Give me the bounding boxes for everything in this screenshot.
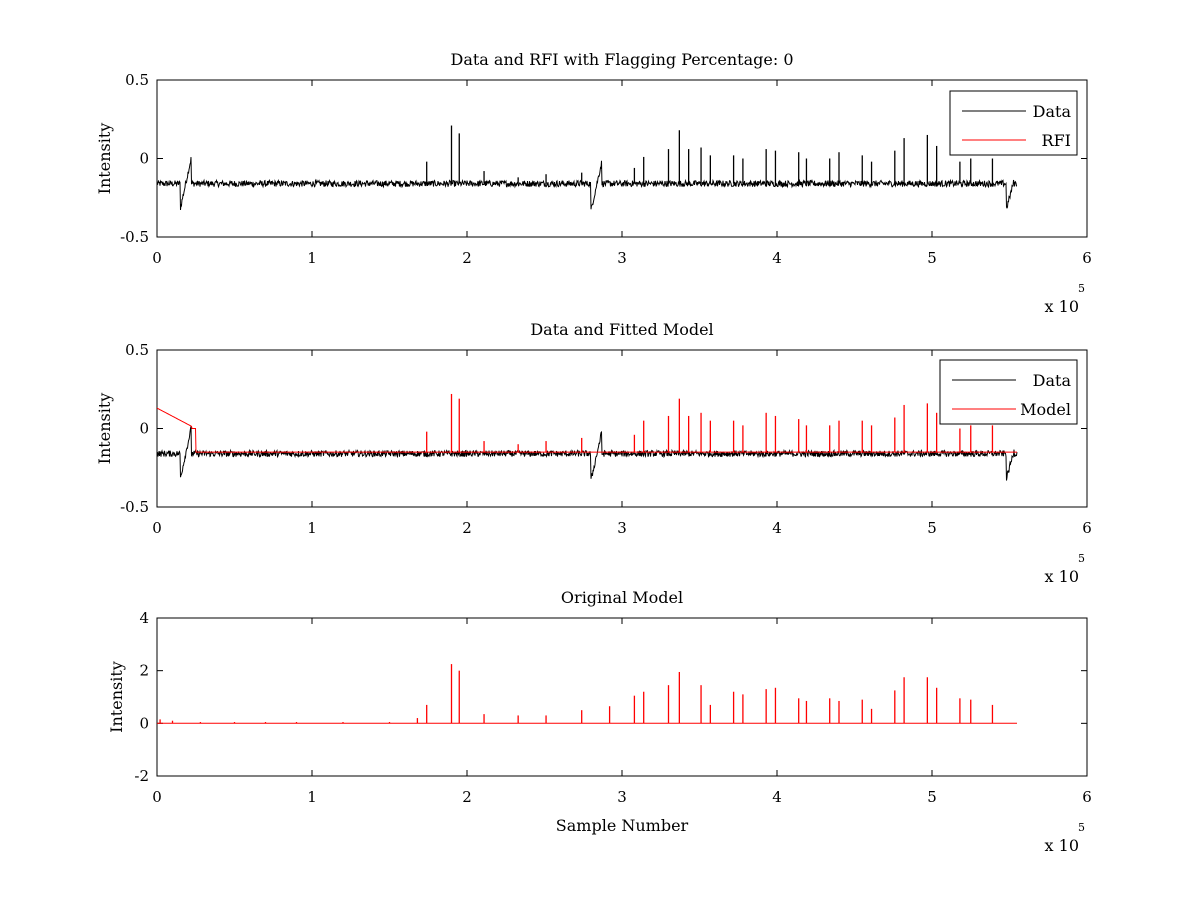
- x-tick-label: 5: [927, 788, 937, 806]
- x-tick-label: 4: [772, 519, 782, 537]
- y-tick-label: -0.5: [120, 498, 149, 516]
- legend-label: Model: [1020, 400, 1071, 419]
- x-tick-label: 2: [462, 788, 472, 806]
- x-axis-exponent: 5: [1078, 821, 1085, 834]
- x-tick-label: 1: [307, 788, 317, 806]
- x-tick-label: 3: [617, 788, 627, 806]
- plot-area: [157, 664, 1017, 724]
- y-tick-label: 0: [139, 714, 149, 732]
- legend-label: Data: [1033, 371, 1072, 390]
- y-tick-label: -2: [134, 767, 149, 785]
- y-tick-label: 0: [139, 150, 149, 168]
- plot-area: [157, 125, 1018, 211]
- x-axis-exponent: 5: [1078, 282, 1085, 295]
- legend-box: [949, 90, 1078, 156]
- subplot-1: Data and RFI with Flagging Percentage: 0…: [95, 50, 1092, 316]
- series-line-model: [157, 407, 1017, 453]
- x-tick-label: 4: [772, 788, 782, 806]
- series-line-data: [157, 157, 1018, 211]
- x-axis-multiplier: x 10: [1045, 297, 1079, 316]
- y-tick-label: 0: [139, 420, 149, 438]
- legend-box: [939, 359, 1078, 425]
- chart-title: Original Model: [561, 588, 683, 607]
- chart-title: Data and RFI with Flagging Percentage: 0: [450, 50, 793, 69]
- y-axis-label: Intensity: [107, 661, 126, 733]
- x-tick-label: 0: [152, 249, 162, 267]
- x-axis-label: Sample Number: [556, 816, 689, 835]
- x-tick-label: 3: [617, 519, 627, 537]
- y-tick-label: 0.5: [125, 71, 149, 89]
- y-tick-label: 0.5: [125, 341, 149, 359]
- x-tick-label: 2: [462, 249, 472, 267]
- x-tick-label: 2: [462, 519, 472, 537]
- chart-title: Data and Fitted Model: [530, 320, 713, 339]
- x-tick-label: 6: [1082, 519, 1092, 537]
- axes-box: [156, 617, 1088, 777]
- legend: Data RFI: [949, 90, 1078, 156]
- axes-box: [156, 79, 1088, 238]
- x-tick-label: 1: [307, 519, 317, 537]
- x-tick-label: 5: [927, 249, 937, 267]
- plot-area: [157, 393, 1018, 481]
- x-tick-label: 0: [152, 788, 162, 806]
- y-tick-label: -0.5: [120, 228, 149, 246]
- y-tick-label: 4: [139, 609, 149, 627]
- y-tick-label: 2: [139, 662, 149, 680]
- subplots: Data and RFI with Flagging Percentage: 0…: [95, 50, 1092, 855]
- x-tick-label: 4: [772, 249, 782, 267]
- x-axis-exponent: 5: [1078, 552, 1085, 565]
- x-axis-multiplier: x 10: [1045, 567, 1079, 586]
- legend: Data Model: [939, 359, 1078, 425]
- y-axis-label: Intensity: [95, 393, 114, 465]
- x-tick-label: 0: [152, 519, 162, 537]
- x-axis-multiplier: x 10: [1045, 836, 1079, 855]
- x-tick-label: 6: [1082, 788, 1092, 806]
- x-tick-label: 6: [1082, 249, 1092, 267]
- legend-label: RFI: [1042, 131, 1071, 150]
- x-tick-label: 3: [617, 249, 627, 267]
- x-tick-label: 5: [927, 519, 937, 537]
- x-tick-label: 1: [307, 249, 317, 267]
- y-axis-label: Intensity: [95, 123, 114, 195]
- legend-label: Data: [1033, 102, 1072, 121]
